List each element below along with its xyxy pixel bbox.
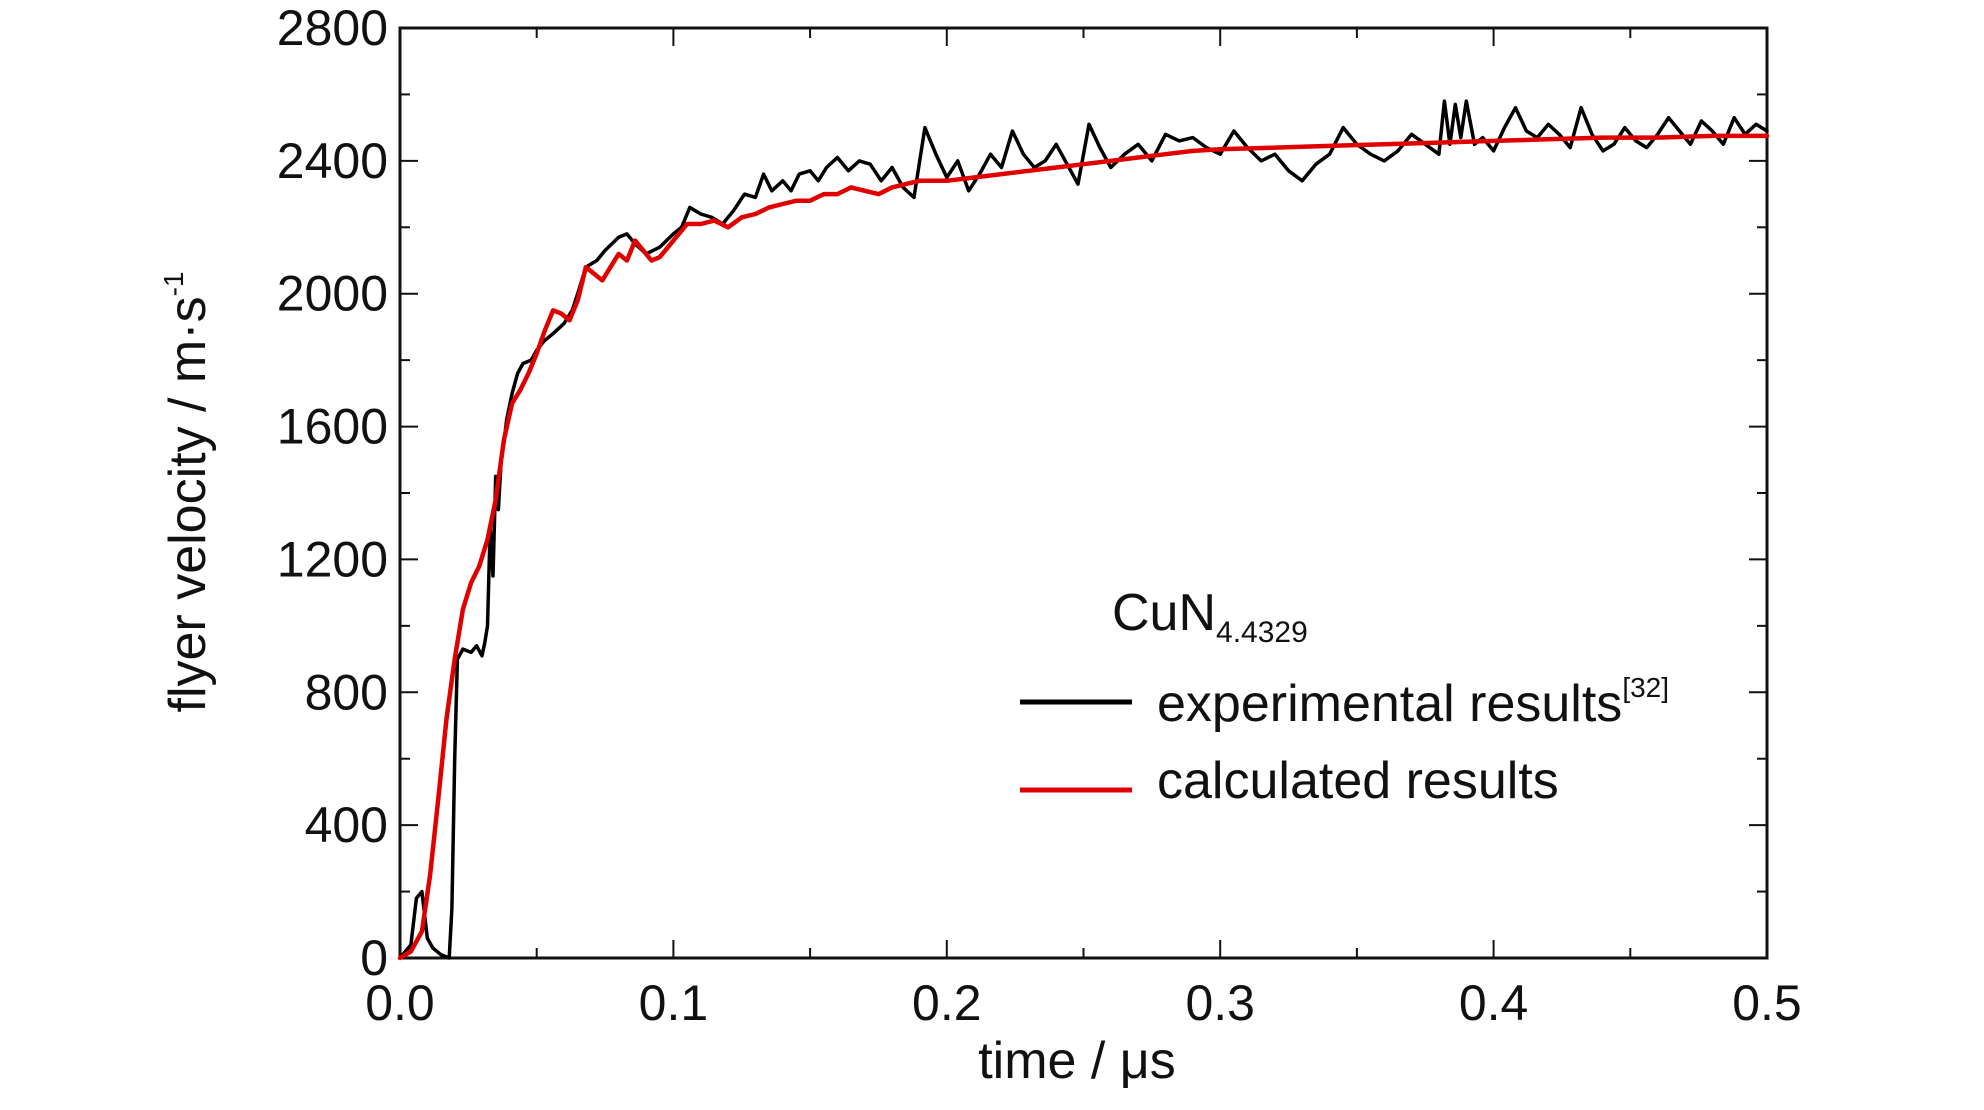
y-tick-label: 2400 [277, 133, 388, 189]
x-tick-label: 0.4 [1459, 975, 1529, 1031]
y-axis-label-sup: -1 [158, 272, 189, 297]
legend-label-experimental: experimental results[32] [1157, 672, 1669, 733]
tick-labels: 0 400 800 1200 1600 2000 2400 2800 0.0 0.1 0.2 0.3 0… [277, 0, 1802, 1031]
ticks [399, 27, 1768, 959]
legend-title-main: CuN [1112, 584, 1216, 642]
plot-border [398, 26, 1769, 960]
y-tick-label: 0 [360, 930, 388, 986]
series-line-calculated [397, 133, 1770, 961]
y-axis-label-main: flyer velocity / m·s [159, 296, 217, 712]
y-tick-label: 1600 [277, 399, 388, 455]
legend-label-experimental-main: experimental results [1157, 675, 1622, 733]
legend-label-calculated: calculated results [1157, 752, 1559, 810]
y-tick-label: 400 [305, 797, 388, 853]
series-line-experimental [398, 99, 1769, 960]
y-tick-label: 1200 [277, 531, 388, 587]
plot-frame [398, 26, 1769, 960]
x-tick-label: 0.3 [1185, 975, 1255, 1031]
x-axis-label: time / μs [978, 1032, 1176, 1090]
x-tick-label: 0.5 [1732, 975, 1802, 1031]
y-tick-label: 800 [305, 664, 388, 720]
legend-title-sub: 4.4329 [1216, 616, 1308, 649]
y-tick-label: 2800 [277, 0, 388, 56]
legend-label-experimental-sup: [32] [1622, 672, 1669, 703]
x-tick-label: 0.0 [365, 975, 435, 1031]
series [397, 99, 1770, 961]
y-axis-label: flyer velocity / m·s-1 [158, 272, 217, 713]
legend-title: CuN4.4329 [1112, 584, 1308, 649]
legend: CuN4.4329 experimental results[32] calcu… [1020, 584, 1669, 810]
y-tick-label: 2000 [277, 266, 388, 322]
x-tick-label: 0.2 [912, 975, 982, 1031]
x-tick-label: 0.1 [639, 975, 709, 1031]
